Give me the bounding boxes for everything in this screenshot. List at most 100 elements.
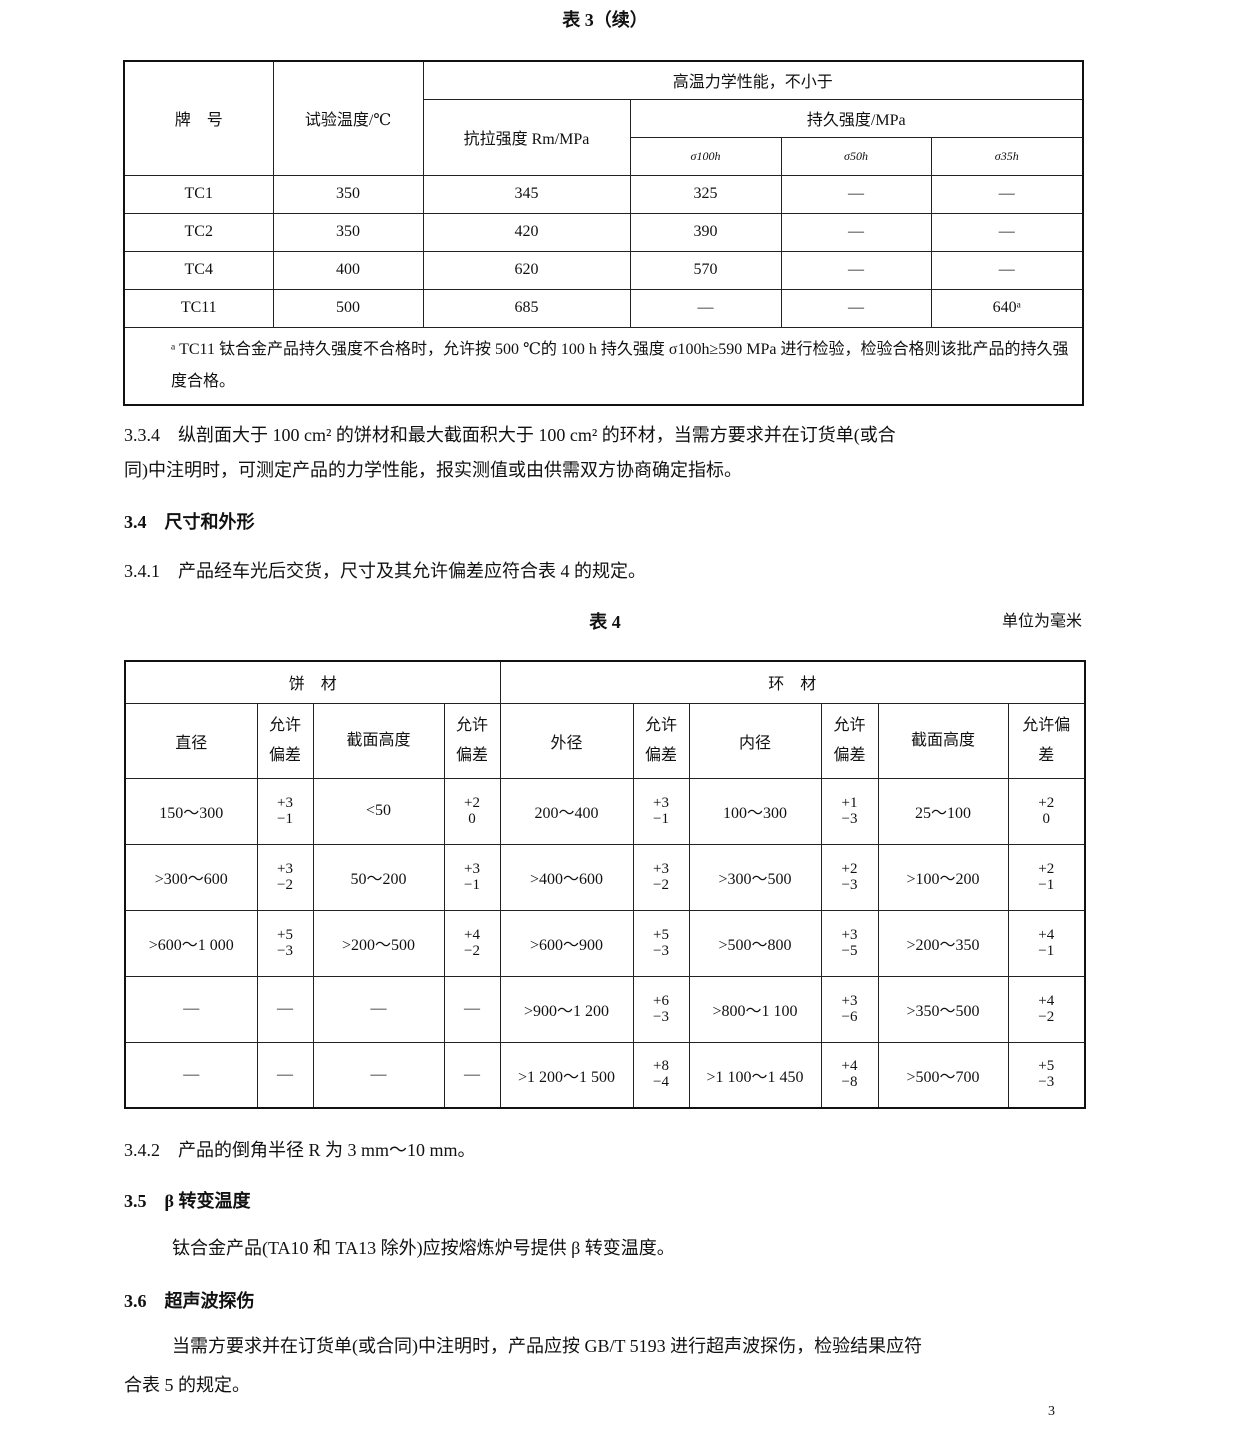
table-cell: 200～400 bbox=[499, 777, 634, 845]
group-header-disc: 饼 材 bbox=[124, 660, 501, 704]
tolerance-value: +3 −1 bbox=[464, 861, 480, 893]
tolerance-minus: −3 bbox=[653, 942, 669, 959]
header-temperature: 试验温度/℃ bbox=[272, 60, 424, 176]
paragraph-3-4-1: 3.4.1 产品经车光后交货，尺寸及其允许偏差应符合表 4 的规定。 bbox=[124, 561, 646, 581]
table-cell: — bbox=[312, 975, 445, 1043]
paragraph-3-6-line2: 合表 5 的规定。 bbox=[124, 1375, 250, 1395]
tolerance-value: +4 −1 bbox=[1038, 927, 1054, 959]
table-cell: — bbox=[780, 174, 932, 214]
table-cell: >600～900 bbox=[499, 909, 634, 977]
tolerance-plus: +1 bbox=[841, 794, 858, 811]
tolerance-cell: +4 −8 bbox=[820, 1041, 879, 1109]
tolerance-minus: −2 bbox=[653, 876, 669, 893]
paragraph-3-5: 钛合金产品(TA10 和 TA13 除外)应按熔炼炉号提供 β 转变温度。 bbox=[172, 1238, 675, 1258]
header-sigma-50h: σ50h bbox=[780, 136, 932, 176]
tolerance-value: +2 −1 bbox=[1038, 861, 1054, 893]
page-number: 3 bbox=[1048, 1404, 1055, 1419]
table3-title: 表 3（续） bbox=[562, 10, 648, 30]
tolerance-cell: +3 −5 bbox=[820, 909, 879, 977]
table-cell: 420 bbox=[422, 212, 631, 252]
tolerance-plus: +6 bbox=[653, 992, 669, 1009]
tolerance-plus: +3 bbox=[653, 860, 669, 877]
tolerance-plus: +2 bbox=[1038, 860, 1055, 877]
tolerance-cell: +1 −3 bbox=[820, 777, 879, 845]
table-cell: 100～300 bbox=[688, 777, 822, 845]
tolerance-plus: +2 bbox=[841, 860, 858, 877]
table-row: TC1 350 345 325— — bbox=[123, 174, 1084, 214]
table-4: 饼 材 环 材 直径 允许偏差 截面高度 允许偏差 外径 允许偏差 内径 允许偏差 截面高度 允许… bbox=[124, 660, 1087, 1109]
tolerance-value: +4 −8 bbox=[842, 1058, 858, 1090]
header-high-temp-properties: 高温力学性能，不小于 bbox=[422, 60, 1084, 100]
table-cell: — bbox=[256, 1041, 314, 1109]
table4-title: 表 4 bbox=[589, 612, 621, 632]
column-header: 截面高度 bbox=[312, 702, 445, 779]
tolerance-cell: +2 −1 bbox=[1007, 843, 1086, 911]
tolerance-cell: +3 −1 bbox=[632, 777, 690, 845]
tolerance-value: +3 −1 bbox=[277, 795, 293, 827]
table-cell: >500～800 bbox=[688, 909, 822, 977]
tolerance-value: +5 −3 bbox=[1038, 1058, 1054, 1090]
table-cell: >200～350 bbox=[877, 909, 1009, 977]
table-cell: >800～1 100 bbox=[688, 975, 822, 1043]
table-cell: — bbox=[930, 250, 1084, 290]
table-cell: 640ᵃ bbox=[930, 288, 1084, 328]
column-header: 允许偏差 bbox=[256, 702, 314, 779]
tolerance-minus: −3 bbox=[653, 1008, 669, 1025]
tolerance-value: +3 −5 bbox=[842, 927, 858, 959]
paragraph-3-3-4-line2: 同)中注明时，可测定产品的力学性能，报实测值或由供需双方协商确定指标。 bbox=[124, 460, 742, 480]
tolerance-value: +5 −3 bbox=[653, 927, 669, 959]
table-cell: TC4 bbox=[123, 250, 274, 290]
table-cell: 50～200 bbox=[312, 843, 445, 911]
table-row: >600～1 000 +5 −3 >200～500 +4 −2 >600～900 +5 −3 >5… bbox=[124, 909, 1086, 977]
tolerance-cell: +4 −2 bbox=[1007, 975, 1086, 1043]
tolerance-plus: +5 bbox=[1038, 1058, 1055, 1075]
table-cell: 570 bbox=[629, 250, 782, 290]
table-cell: >300～500 bbox=[688, 843, 822, 911]
header-rupture-strength: 持久强度/MPa bbox=[629, 98, 1084, 138]
table-cell: >400～600 bbox=[499, 843, 634, 911]
tolerance-minus: −1 bbox=[653, 810, 669, 827]
tolerance-value: +8 −4 bbox=[653, 1058, 669, 1090]
tolerance-minus: −5 bbox=[841, 942, 858, 959]
paragraph-3-3-4-line1: 3.3.4 纵剖面大于 100 cm² 的饼材和最大截面积大于 100 cm² … bbox=[124, 425, 896, 445]
column-header: 允许偏差 bbox=[1007, 702, 1086, 779]
table-cell: — bbox=[256, 975, 314, 1043]
tolerance-plus: +3 bbox=[653, 794, 669, 811]
table-cell: — bbox=[124, 975, 258, 1043]
tolerance-plus: +3 bbox=[464, 860, 480, 877]
table-cell: 685 bbox=[422, 288, 631, 328]
table-cell: >100～200 bbox=[877, 843, 1009, 911]
table-cell: 350 bbox=[272, 212, 424, 252]
table-cell: >300～600 bbox=[124, 843, 258, 911]
tolerance-minus: −1 bbox=[1038, 942, 1055, 959]
table-cell: >900～1 200 bbox=[499, 975, 634, 1043]
header-tensile-strength: 抗拉强度 Rm/MPa bbox=[422, 98, 631, 176]
table-cell: >1 100～1 450 bbox=[688, 1041, 822, 1109]
table-cell: 400 bbox=[272, 250, 424, 290]
table-cell: 350 bbox=[272, 174, 424, 214]
table-cell: 390 bbox=[629, 212, 782, 252]
table-cell: — bbox=[780, 250, 932, 290]
header-sigma-35h: σ35h bbox=[930, 136, 1084, 176]
table-row: TC4 400 620 570— — bbox=[123, 250, 1084, 290]
tolerance-plus: +8 bbox=[653, 1058, 669, 1075]
tolerance-value: +2 0 bbox=[1038, 795, 1054, 827]
tolerance-minus: −2 bbox=[277, 876, 293, 893]
tolerance-plus: +4 bbox=[1038, 992, 1055, 1009]
table-cell: 325 bbox=[629, 174, 782, 214]
table-cell: >350～500 bbox=[877, 975, 1009, 1043]
table-cell: 620 bbox=[422, 250, 631, 290]
table-cell: >600～1 000 bbox=[124, 909, 258, 977]
table-cell: — bbox=[443, 1041, 501, 1109]
column-header: 截面高度 bbox=[877, 702, 1009, 779]
tolerance-plus: +3 bbox=[841, 926, 858, 943]
tolerance-cell: +2 0 bbox=[1007, 777, 1086, 845]
tolerance-value: +3 −1 bbox=[653, 795, 669, 827]
table-cell: TC11 bbox=[123, 288, 274, 328]
tolerance-cell: +3 −1 bbox=[443, 843, 501, 911]
table-cell: — bbox=[124, 1041, 258, 1109]
column-header: 直径 bbox=[124, 702, 258, 779]
table-cell: 500 bbox=[272, 288, 424, 328]
section-3-6-heading: 3.6 超声波探伤 bbox=[124, 1291, 255, 1311]
table-cell: TC2 bbox=[123, 212, 274, 252]
